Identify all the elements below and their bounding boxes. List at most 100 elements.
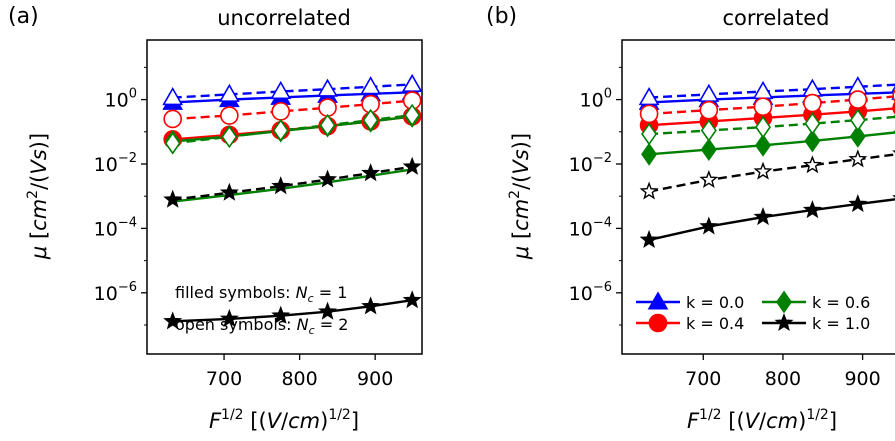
x-axis-label-b: F1/2 [(V/cm)1/2] (687, 407, 837, 433)
y-axis-label-a: μ [cm2/(Vs)] (25, 133, 51, 260)
data-point-k10-filled (271, 176, 291, 195)
data-point-k04-open (163, 109, 182, 129)
y-tick-label: 10−2 (94, 151, 137, 176)
data-point-k06-open (404, 103, 421, 127)
panel-correlated: (b) correlated 700 800 90010010−210−410−6 … (486, 4, 895, 433)
panel-title-a: uncorrelated (217, 6, 351, 30)
x-tick-label: 800 (281, 368, 317, 390)
data-point-k10-filled (753, 207, 773, 226)
data-point-k10-open (802, 155, 822, 174)
legend-marker (648, 313, 668, 333)
data-point-k10-filled (318, 301, 338, 320)
data-point-k06-open (362, 108, 379, 132)
data-point-k10-open (848, 149, 868, 168)
data-point-k10-open (753, 161, 773, 180)
data-point-k04-open (848, 90, 868, 109)
data-point-k04-open (318, 98, 337, 117)
series-line-k10-filled (648, 198, 895, 242)
x-tick-label: 800 (765, 368, 801, 390)
series-line-k00-open (649, 83, 895, 99)
series-line-k10-none (172, 168, 413, 203)
x-tick-label: 700 (206, 368, 242, 390)
data-point-k06-open (849, 108, 866, 132)
x-tick-label: 900 (357, 368, 393, 390)
series-line-k04-open (172, 99, 413, 121)
data-point-k04-open (220, 106, 239, 125)
data-point-k06-open (804, 112, 821, 135)
data-point-k10-filled (699, 216, 719, 235)
legend-marker (774, 313, 794, 332)
panel-uncorrelated: (a) uncorrelated 700 800 900 100 10−2 10−4 10−… (8, 4, 423, 433)
plot-frame-b (621, 39, 895, 355)
panel-title-b: correlated (723, 6, 830, 30)
x-axis-label-a: F1/2 [(V/cm)1/2] (209, 407, 359, 433)
data-point-k06-open (755, 115, 771, 139)
y-tick-label: 10−2 (569, 151, 612, 176)
data-point-k06-open (319, 113, 336, 137)
data-point-k06-open (641, 122, 658, 146)
data-point-k10-filled (219, 182, 239, 201)
legend-entry: k = 0.6 (762, 290, 870, 314)
data-point-k06-open (700, 119, 717, 142)
y-axis-label-b: μ [cm2/(Vs)] (507, 133, 533, 260)
series-markers-a (162, 73, 422, 330)
data-point-k10-filled (318, 169, 338, 188)
data-point-k10-filled (361, 163, 381, 182)
panel-label-b: (b) (486, 4, 517, 29)
annotation-open-symbols: open symbols: Nc = 2 (175, 315, 348, 337)
data-point-k06-filled (700, 138, 717, 161)
y-tick-label: 10−6 (569, 280, 612, 305)
legend-entry: k = 0.4 (636, 313, 744, 333)
data-point-k04-open (753, 97, 773, 117)
data-point-k06-filled (755, 133, 771, 157)
legend-marker (776, 290, 792, 314)
data-point-k06-open (221, 125, 238, 149)
data-point-k06-filled (849, 124, 866, 148)
data-point-k06-filled (641, 142, 658, 166)
y-tick-label: 10−6 (94, 280, 137, 305)
y-tick-label: 100 (105, 87, 137, 112)
data-point-k06-open (272, 119, 289, 142)
data-point-k10-open (639, 181, 659, 200)
data-point-k10-filled (402, 156, 422, 175)
data-point-k00-open (698, 83, 720, 102)
legend: k = 0.0 k = 0.6 k = 0.4 k = 1.0 (636, 290, 870, 333)
series-line-k10-open (648, 153, 895, 193)
data-point-k00-open (401, 73, 422, 92)
legend-entry: k = 1.0 (762, 313, 870, 333)
data-point-k10-filled (848, 194, 868, 213)
data-point-k10-open (699, 169, 719, 188)
y-tick-label: 100 (580, 87, 612, 112)
data-point-k04-open (803, 93, 822, 113)
data-point-k00-open (270, 80, 292, 100)
data-point-k00-open (317, 78, 338, 97)
data-point-k10-filled (802, 200, 822, 219)
series-line-k10-filled (172, 165, 413, 201)
data-point-k00-open (638, 87, 660, 106)
data-point-k10-filled (271, 305, 291, 324)
data-point-k10-filled (402, 290, 422, 309)
data-point-k10-filled (361, 296, 381, 315)
legend-label: k = 0.4 (686, 314, 744, 333)
y-tick-label: 10−4 (94, 215, 137, 240)
y-tick-label: 10−4 (569, 215, 612, 240)
data-point-k00-open (360, 76, 382, 95)
panel-label-a: (a) (8, 4, 39, 29)
legend-entry: k = 0.0 (636, 291, 744, 312)
x-tick-label: 900 (844, 368, 880, 390)
data-point-k06-open (164, 131, 181, 155)
data-point-k04-open (639, 104, 659, 124)
series-line-k06-open (172, 113, 413, 145)
plot-frame-a (146, 39, 423, 355)
legend-label: k = 0.0 (686, 293, 744, 312)
data-point-k04-open (271, 102, 291, 121)
data-point-k10-filled (639, 229, 659, 248)
data-point-k04-open (699, 100, 719, 120)
data-point-k10-filled (219, 308, 239, 327)
data-point-k10-filled (163, 311, 183, 330)
axis-ticks-b: 700 800 900 100 10−2 10−4 10−6 (569, 66, 881, 390)
data-point-k00-open (162, 87, 184, 106)
series-markers-b (638, 76, 895, 248)
legend-label: k = 1.0 (812, 314, 870, 333)
